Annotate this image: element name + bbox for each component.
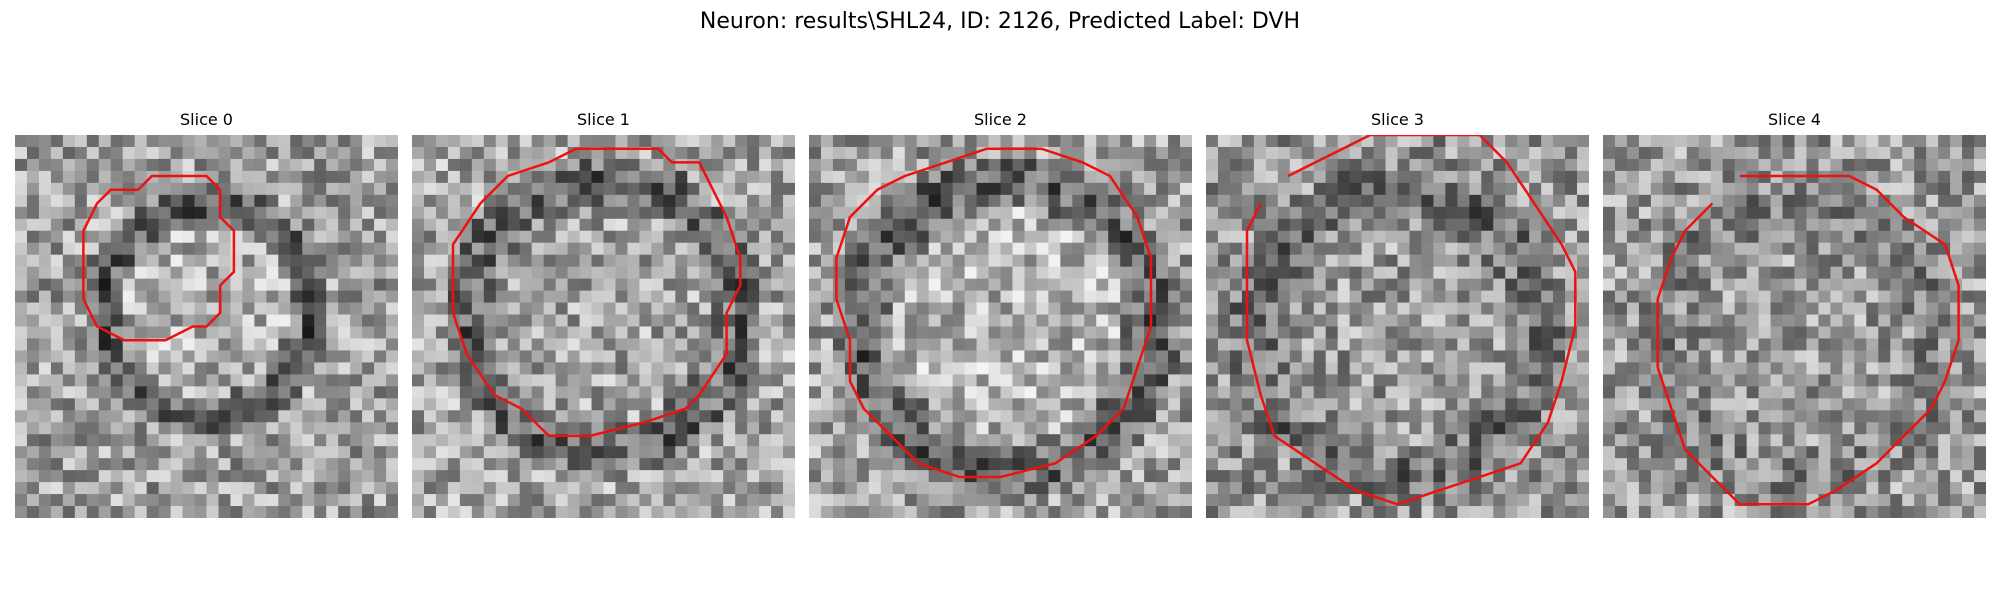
pixel-grid bbox=[809, 135, 1192, 518]
slice-svg-3 bbox=[1206, 135, 1589, 518]
slice-title-1: Slice 1 bbox=[577, 110, 630, 129]
slice-image-3 bbox=[1206, 135, 1589, 518]
pixel-grid bbox=[412, 135, 795, 518]
slice-title-0: Slice 0 bbox=[180, 110, 233, 129]
contour-outline bbox=[82, 174, 236, 342]
slice-image-1 bbox=[412, 135, 795, 518]
contour-outline bbox=[451, 147, 742, 438]
slice-image-2 bbox=[809, 135, 1192, 518]
contour-outline bbox=[835, 147, 1153, 479]
contour-outline bbox=[1245, 135, 1577, 506]
pixel-grid bbox=[1206, 135, 1589, 518]
slice-image-0 bbox=[15, 135, 398, 518]
slice-svg-0 bbox=[15, 135, 398, 518]
pixel-grid bbox=[1603, 135, 1986, 518]
slice-svg-1 bbox=[412, 135, 795, 518]
slice-svg-4 bbox=[1603, 135, 1986, 518]
slice-title-2: Slice 2 bbox=[974, 110, 1027, 129]
slice-title-3: Slice 3 bbox=[1371, 110, 1424, 129]
figure-title: Neuron: results\SHL24, ID: 2126, Predict… bbox=[699, 9, 1301, 34]
slice-title-4: Slice 4 bbox=[1768, 110, 1821, 129]
contour-outline bbox=[1656, 174, 1960, 506]
slice-svg-2 bbox=[809, 135, 1192, 518]
slice-image-4 bbox=[1603, 135, 1986, 518]
